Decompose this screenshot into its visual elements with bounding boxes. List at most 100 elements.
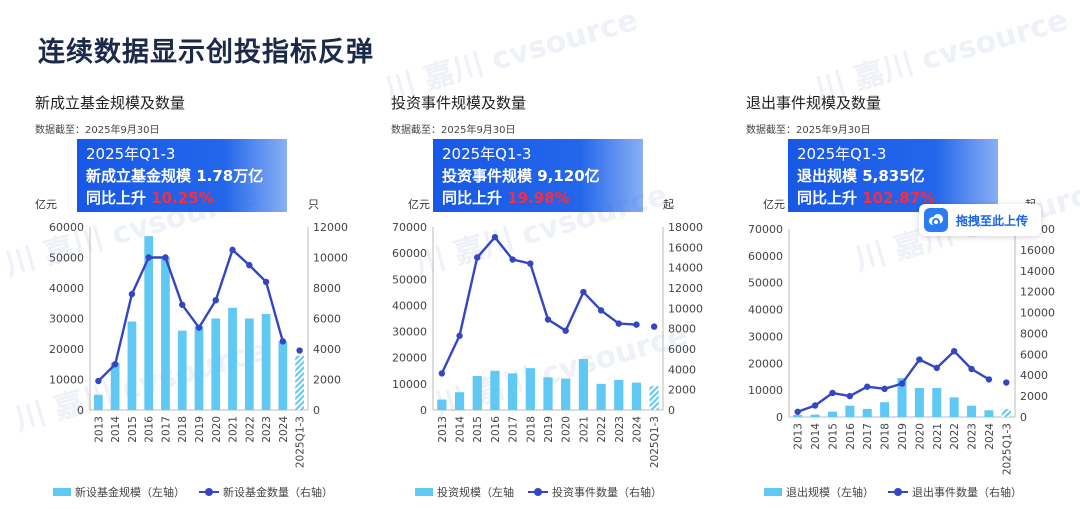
bar-2023 [967, 405, 977, 417]
bar-2024 [278, 341, 288, 410]
line-point-2013 [95, 377, 102, 385]
left-axis-tick-label: 70000 [392, 221, 427, 234]
callout-growth-value: 102.87% [862, 189, 936, 207]
line-point-2024 [633, 321, 640, 328]
bar-2025Q1-3 [1001, 408, 1011, 417]
legend-bar-swatch [415, 488, 433, 496]
bar-2014 [810, 414, 820, 417]
bar-2019 [543, 377, 553, 410]
x-tick-label: 2019 [194, 416, 206, 443]
left-axis-tick-label: 50000 [748, 277, 783, 290]
series-line [97, 248, 284, 382]
callout-growth: 同比上升 19.98% [442, 187, 643, 209]
callout-growth-label: 同比上升 [442, 189, 503, 207]
chart-svg: 0 10000 20000 30000 40000 50000 60000 70000 0 200… [748, 223, 1055, 475]
x-tick-label: 2013 [93, 416, 105, 443]
x-tick-label: 2016 [490, 416, 502, 443]
line-point-2013 [794, 408, 801, 415]
line-point-2016 [491, 233, 499, 241]
left-axis-tick-label: 20000 [392, 352, 427, 365]
line-point-2016 [846, 392, 854, 400]
left-axis-tick-label: 60000 [392, 247, 427, 260]
legend-line-swatch [528, 487, 548, 497]
line-point-2014 [811, 402, 819, 409]
bar-2016 [490, 370, 500, 410]
bar-2018 [525, 368, 535, 410]
upload-drop-button[interactable]: 拖拽至此上传 [919, 204, 1041, 236]
x-tick-label: 2025Q1-3 [295, 416, 307, 468]
line-point-2021 [229, 246, 236, 254]
left-axis-tick-label: 10000 [49, 374, 84, 387]
legend-line-swatch [888, 487, 908, 497]
chart-date-note: 数据截至：2025年9月30日 [391, 125, 516, 136]
line-point-2018 [179, 301, 186, 308]
x-tick-label: 2020 [561, 416, 573, 443]
x-tick-label: 2013 [437, 416, 449, 443]
bar-2016 [144, 236, 154, 410]
right-axis-unit: 起 [663, 198, 674, 211]
x-tick-label: 2018 [177, 416, 189, 443]
bar-2025Q1-3 [649, 386, 659, 410]
x-tick-label: 2019 [543, 416, 555, 443]
bar-2018 [177, 330, 187, 410]
chart-panel-new-funds: 新成立基金规模及数量 数据截至：2025年9月30日 0 10000 20000 30… [35, 92, 380, 509]
line-point-2023 [968, 365, 975, 373]
bar-2021 [578, 359, 588, 410]
chart-date-note: 数据截至：2025年9月30日 [35, 125, 160, 136]
right-axis-tick-label: 2000 [313, 374, 341, 387]
bar-2019 [897, 378, 907, 417]
left-axis-tick-label: 20000 [49, 343, 84, 356]
bar-2015 [127, 321, 137, 410]
line-point-2019 [898, 380, 906, 387]
callout-growth-label: 同比上升 [797, 189, 858, 207]
right-axis-tick-label: 0 [313, 404, 320, 417]
x-tick-label: 2025Q1-3 [649, 416, 661, 468]
x-tick-label: 2021 [228, 416, 240, 443]
chart-title: 投资事件规模及数量 [391, 94, 527, 112]
right-axis-tick-label: 4000 [668, 363, 696, 376]
line-point-2017 [509, 256, 516, 263]
chart-title: 新成立基金规模及数量 [35, 94, 186, 112]
line-point-2021 [933, 364, 940, 372]
callout-box: 2025年Q1-3 投资事件规模 9,120亿 同比上升 19.98% [433, 139, 643, 212]
line-point-2017 [864, 383, 871, 390]
line-point-2015 [829, 389, 836, 397]
line-point-2022 [950, 348, 958, 355]
x-tick-label: 2013 [793, 423, 805, 450]
legend-line-swatch [199, 487, 219, 497]
legend-bar-swatch [53, 488, 71, 496]
left-axis-tick-label: 20000 [748, 357, 783, 370]
callout-growth: 同比上升 10.25% [86, 187, 287, 209]
line-point-2017 [162, 254, 169, 261]
left-axis-tick-label: 0 [77, 404, 84, 417]
x-tick-label: 2020 [211, 416, 223, 443]
left-axis-tick-label: 60000 [49, 221, 84, 234]
callout-period: 2025年Q1-3 [86, 145, 176, 163]
left-axis-tick-label: 30000 [49, 313, 84, 326]
chart-panel-exits: 退出事件规模及数量 数据截至：2025年9月30日 0 10000 20000 300… [746, 92, 1080, 509]
line-point-2014 [111, 361, 119, 368]
x-tick-label: 2014 [455, 416, 467, 443]
right-axis-tick-label: 8000 [1020, 327, 1048, 340]
right-axis-tick-label: 8000 [668, 323, 696, 336]
line-point-2023 [615, 320, 622, 327]
bar-2015 [827, 411, 837, 417]
callout-box: 2025年Q1-3 退出规模 5,835亿 同比上升 102.87% [788, 139, 998, 212]
chart-date-note: 数据截至：2025年9月30日 [746, 125, 871, 136]
x-tick-label: 2021 [932, 423, 944, 450]
bar-2021 [932, 387, 942, 417]
right-axis-tick-label: 16000 [1020, 244, 1055, 257]
left-axis-tick-label: 30000 [392, 326, 427, 339]
x-tick-label: 2025Q1-3 [1001, 423, 1013, 475]
chart-panel-investments: 投资事件规模及数量 数据截至：2025年9月30日 0 10000 20000 300… [391, 92, 736, 509]
legend-line-label: 退出事件数量（右轴） [912, 486, 1022, 499]
right-axis-tick-label: 10000 [1020, 307, 1055, 320]
legend: 新设基金规模（左轴） 新设基金数量（右轴） [53, 484, 333, 500]
callout-growth: 同比上升 102.87% [797, 187, 998, 209]
right-axis-unit: 只 [308, 198, 319, 211]
bar-2020 [561, 378, 571, 410]
x-tick-label: 2017 [508, 416, 520, 443]
bar-2013 [94, 394, 103, 410]
line-point-2025Q1-3 [1003, 379, 1010, 386]
legend-line-label: 投资事件数量（右轴） [552, 486, 662, 499]
